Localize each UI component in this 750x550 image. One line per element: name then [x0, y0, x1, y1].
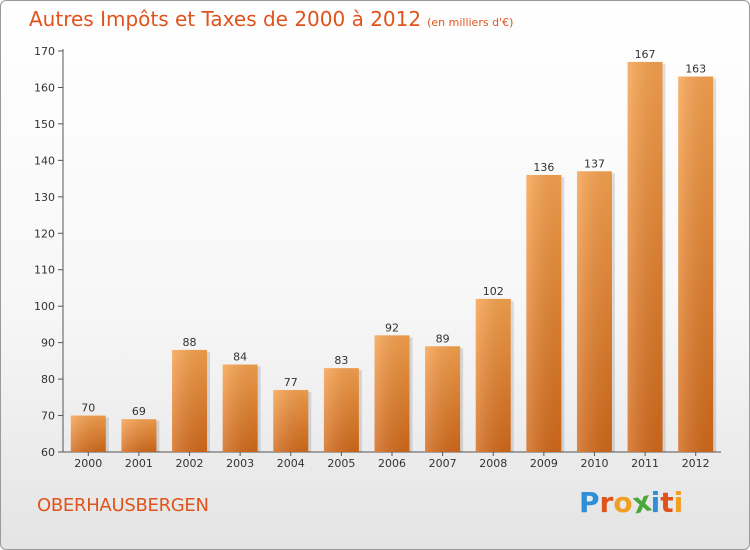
x-tick-label: 2008 [479, 457, 507, 470]
x-tick-label: 2009 [530, 457, 558, 470]
proxiti-logo: Proxiti [579, 484, 684, 520]
bar-highlight [627, 61, 663, 452]
logo-letter: P [579, 486, 600, 519]
data-label: 167 [635, 48, 656, 61]
y-tick-label: 70 [41, 410, 55, 423]
x-tick-label: 2004 [277, 457, 305, 470]
x-tick-label: 2000 [74, 457, 102, 470]
bar-highlight [526, 174, 562, 453]
data-label: 83 [334, 354, 348, 367]
x-tick-label: 2010 [580, 457, 608, 470]
bar-highlight [374, 335, 410, 452]
y-tick-label: 160 [34, 81, 55, 94]
logo-letter: o [613, 486, 633, 519]
bar-highlight [273, 390, 309, 452]
data-label: 88 [183, 336, 197, 349]
bar-highlight [425, 346, 461, 452]
data-label: 77 [284, 376, 298, 389]
bar-highlight [323, 368, 359, 452]
data-label: 137 [584, 157, 605, 170]
data-label: 84 [233, 351, 247, 364]
x-tick-label: 2006 [378, 457, 406, 470]
data-label: 92 [385, 321, 399, 334]
x-tick-label: 2001 [125, 457, 153, 470]
y-tick-label: 130 [34, 191, 55, 204]
logo-letter: t [660, 486, 674, 519]
data-label: 69 [132, 405, 146, 418]
logo-letter: i [673, 486, 684, 519]
bar-highlight [222, 364, 258, 452]
y-tick-label: 90 [41, 337, 55, 350]
chart-title-text: Autres Impôts et Taxes de 2000 à 2012 [29, 7, 422, 31]
x-tick-label: 2007 [429, 457, 457, 470]
y-tick-label: 150 [34, 118, 55, 131]
bar-highlight [678, 76, 714, 452]
y-tick-label: 100 [34, 300, 55, 313]
logo-letter: r [599, 486, 614, 519]
logo-letter: i [650, 486, 661, 519]
y-tick-label: 60 [41, 446, 55, 459]
x-tick-label: 2003 [226, 457, 254, 470]
y-tick-label: 120 [34, 227, 55, 240]
data-label: 102 [483, 285, 504, 298]
bar-highlight [70, 415, 106, 452]
data-label: 136 [533, 161, 554, 174]
bar-highlight [475, 298, 511, 452]
x-tick-label: 2012 [682, 457, 710, 470]
y-tick-label: 170 [34, 45, 55, 58]
y-tick-label: 140 [34, 154, 55, 167]
x-tick-label: 2002 [176, 457, 204, 470]
chart-title: Autres Impôts et Taxes de 2000 à 2012 (en… [29, 7, 513, 31]
x-tick-label: 2011 [631, 457, 659, 470]
y-tick-label: 110 [34, 264, 55, 277]
bar-highlight [576, 171, 612, 453]
x-tick-label: 2005 [327, 457, 355, 470]
y-tick-label: 80 [41, 373, 55, 386]
bar-highlight [121, 419, 157, 452]
commune-name: OBERHAUSBERGEN [37, 495, 209, 516]
data-label: 163 [685, 63, 706, 76]
data-label: 70 [81, 402, 95, 415]
data-label: 89 [436, 332, 450, 345]
bar-highlight [172, 349, 208, 452]
chart-subtitle: (en milliers d'€) [427, 16, 514, 29]
